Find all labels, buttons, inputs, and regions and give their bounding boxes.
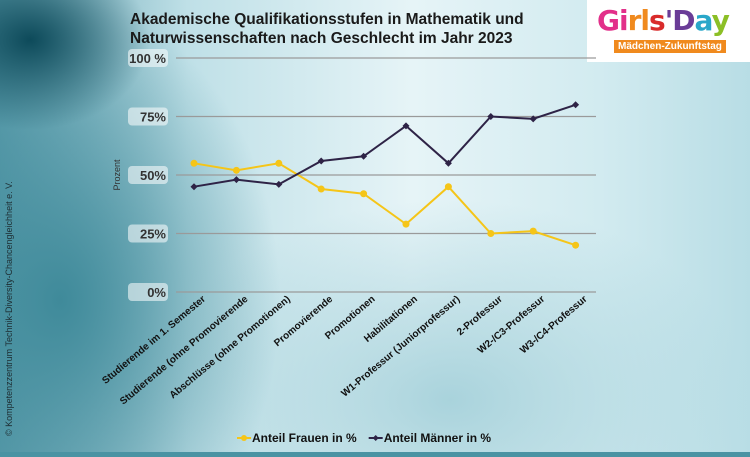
tick-label-bg [128, 166, 168, 184]
bottom-bar [0, 452, 750, 457]
tick-label-bg [128, 283, 168, 301]
legend-marker [372, 435, 379, 441]
data-point [317, 185, 325, 193]
data-point [360, 190, 368, 198]
logo-subtitle: Mädchen-Zukunftstag [614, 40, 726, 53]
data-point [402, 220, 410, 228]
y-tick-label: 50% [140, 168, 166, 183]
data-point [360, 152, 368, 160]
logo-wordmark: Girls'Day [597, 4, 730, 37]
legend-marker [241, 435, 247, 441]
y-tick-label: 75% [140, 110, 166, 125]
tick-label-bg [128, 224, 168, 243]
data-point [529, 115, 537, 123]
data-point [487, 230, 495, 237]
data-point [572, 241, 580, 249]
data-point [572, 101, 580, 109]
data-point [275, 159, 283, 167]
y-tick-label: 25% [140, 227, 166, 242]
tick-label-bg [128, 49, 168, 67]
legend-label: Anteil Frauen in % [252, 431, 357, 445]
data-point [190, 159, 198, 167]
data-point [402, 122, 410, 130]
data-point [529, 227, 537, 235]
data-point [190, 183, 198, 191]
series-line-maenner [193, 103, 576, 188]
girls-day-logo: Girls'Day Mädchen-Zukunftstag [587, 0, 750, 62]
y-tick-label: 0% [147, 285, 166, 300]
y-tick-label: 100 % [129, 51, 166, 66]
legend-label: Anteil Männer in % [384, 431, 492, 445]
data-point [275, 180, 283, 188]
data-point [444, 183, 452, 191]
y-axis-label: Prozent [112, 159, 122, 191]
data-point [317, 157, 325, 165]
data-point [487, 113, 495, 120]
tick-label-bg [128, 107, 168, 126]
data-point [232, 166, 240, 174]
series-line-frauen [193, 162, 576, 247]
chart-title: Akademische Qualifikationsstufen in Math… [130, 11, 524, 47]
data-point [232, 176, 240, 184]
data-point [444, 159, 452, 167]
